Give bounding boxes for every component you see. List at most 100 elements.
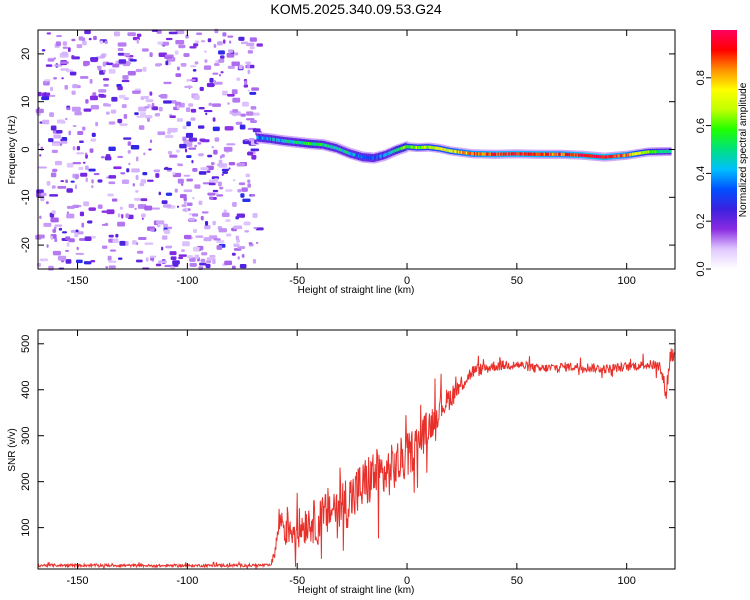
noise-speckle	[157, 41, 163, 45]
noise-speckle	[90, 104, 99, 110]
track-core	[323, 143, 327, 147]
noise-speckle	[57, 255, 67, 261]
track-core	[668, 149, 672, 154]
noise-speckle	[112, 63, 120, 68]
noise-speckle	[216, 240, 225, 244]
noise-speckle	[149, 228, 155, 232]
noise-speckle	[49, 86, 54, 92]
noise-speckle	[233, 113, 237, 117]
noise-speckle	[221, 168, 229, 172]
noise-speckle	[53, 226, 57, 229]
track-core	[417, 145, 420, 150]
noise-speckle	[188, 217, 195, 221]
track-core	[567, 153, 571, 157]
noise-speckle	[132, 90, 141, 94]
noise-speckle	[249, 46, 255, 50]
track-core	[625, 153, 629, 157]
track-core	[506, 152, 510, 156]
noise-speckle	[147, 117, 150, 122]
track-core	[636, 152, 639, 156]
track-core	[483, 152, 486, 156]
noise-speckle	[141, 48, 149, 52]
noise-speckle	[50, 217, 59, 223]
noise-speckle	[219, 186, 224, 190]
track-core	[480, 152, 484, 156]
track-core	[377, 155, 381, 159]
noise-speckle	[149, 139, 153, 144]
noise-speckle	[228, 161, 236, 166]
track-core	[390, 150, 394, 154]
noise-speckle	[205, 220, 209, 226]
noise-speckle	[251, 87, 259, 91]
track-core	[400, 147, 403, 151]
noise-speckle	[85, 152, 88, 156]
track-core	[264, 136, 267, 141]
noise-speckle	[76, 152, 85, 155]
track-core	[429, 145, 432, 149]
noise-speckle	[186, 142, 193, 147]
track-core	[505, 152, 509, 156]
noise-speckle	[90, 260, 96, 263]
noise-speckle	[84, 30, 91, 35]
track-core	[512, 152, 515, 156]
noise-speckle	[103, 69, 106, 73]
noise-speckle	[53, 134, 62, 139]
noise-speckle	[216, 194, 224, 197]
noise-speckle	[79, 211, 85, 217]
noise-speckle	[115, 233, 119, 238]
track-core	[260, 136, 264, 140]
track-core	[624, 153, 627, 157]
noise-speckle	[240, 113, 246, 117]
noise-speckle	[37, 91, 42, 97]
noise-speckle	[72, 124, 77, 127]
noise-speckle	[192, 167, 198, 172]
noise-speckle	[231, 61, 240, 66]
track-core	[299, 141, 303, 145]
track-core	[647, 150, 651, 154]
noise-speckle	[212, 189, 219, 192]
noise-speckle	[169, 115, 176, 119]
track-core	[375, 155, 378, 160]
noise-speckle	[158, 106, 163, 112]
noise-speckle	[233, 52, 239, 56]
noise-speckle	[227, 35, 234, 38]
noise-speckle	[252, 112, 260, 116]
track-core	[326, 144, 329, 148]
noise-speckle	[200, 258, 206, 263]
noise-speckle	[113, 31, 120, 37]
track-core	[348, 151, 352, 155]
noise-speckle	[190, 117, 196, 121]
track-core	[629, 153, 633, 157]
track-core	[617, 154, 621, 158]
noise-speckle	[220, 71, 224, 74]
track-core	[405, 145, 408, 149]
noise-speckle	[145, 257, 149, 262]
noise-speckle	[149, 255, 157, 258]
noise-speckle	[223, 146, 233, 152]
noise-speckle	[177, 66, 180, 71]
track-core	[616, 154, 619, 158]
spectrogram-y-tick-label: -20	[20, 237, 32, 253]
track-core	[447, 148, 451, 153]
noise-speckle	[53, 57, 56, 60]
track-core	[435, 146, 439, 150]
noise-speckle	[62, 41, 68, 46]
track-core	[355, 153, 358, 157]
noise-speckle	[91, 235, 96, 239]
track-core	[489, 152, 493, 156]
track-core	[530, 152, 534, 156]
noise-speckle	[231, 252, 236, 256]
track-core	[581, 153, 585, 157]
noise-speckle	[140, 198, 148, 202]
noise-speckle	[75, 229, 79, 233]
track-core	[552, 152, 556, 156]
track-core	[464, 151, 468, 155]
noise-speckle	[46, 180, 51, 186]
noise-speckle	[161, 246, 164, 251]
track-core	[588, 154, 592, 158]
spectrogram-y-tick-label: 20	[20, 48, 32, 60]
noise-speckle	[167, 127, 177, 133]
noise-speckle	[126, 168, 130, 173]
colorbar-ticks: 0.0 0.2 0.4 0.6 0.8	[695, 70, 711, 277]
track-core	[546, 152, 549, 156]
